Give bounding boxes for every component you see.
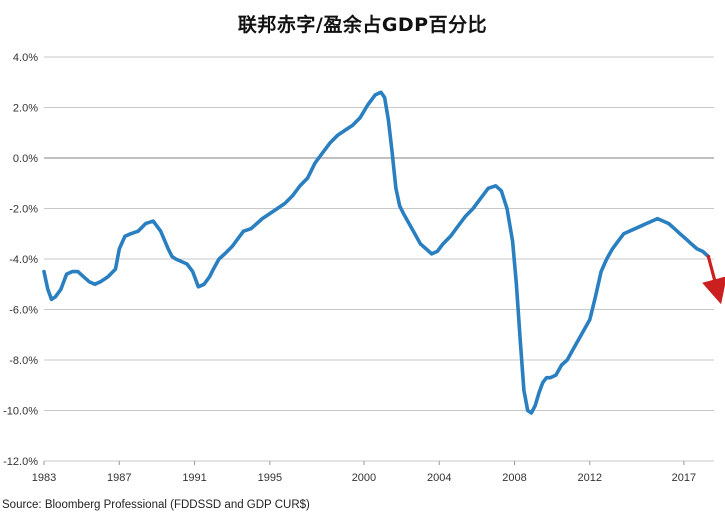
chart-title: 联邦赤字/盈余占GDP百分比 [237,14,488,36]
x-tick-label: 2004 [427,472,451,484]
y-tick-label: -10.0% [3,406,38,418]
y-tick-label: 2.0% [13,103,38,115]
x-tick-label: 2008 [502,472,526,484]
y-tick-label: 0.0% [13,153,38,165]
x-tick-label: 1987 [107,472,131,484]
x-tick-label: 2017 [672,472,696,484]
projection-arrow [702,254,725,305]
y-tick-label: -2.0% [9,204,38,216]
y-tick-label: -6.0% [9,305,38,317]
x-tick-label: 2000 [352,472,376,484]
y-tick-label: -8.0% [9,355,38,367]
y-tick-label: 4.0% [13,52,38,64]
x-tick-label: 2012 [578,472,602,484]
y-tick-label: -12.0% [3,456,38,468]
y-tick-label: -4.0% [9,254,38,266]
deficit-series-line [42,90,711,415]
x-tick-label: 1991 [182,472,206,484]
source-note: Source: Bloomberg Professional (FDDSSD a… [2,499,310,511]
x-tick-label: 1995 [258,472,282,484]
x-tick-label: 1983 [32,472,56,484]
